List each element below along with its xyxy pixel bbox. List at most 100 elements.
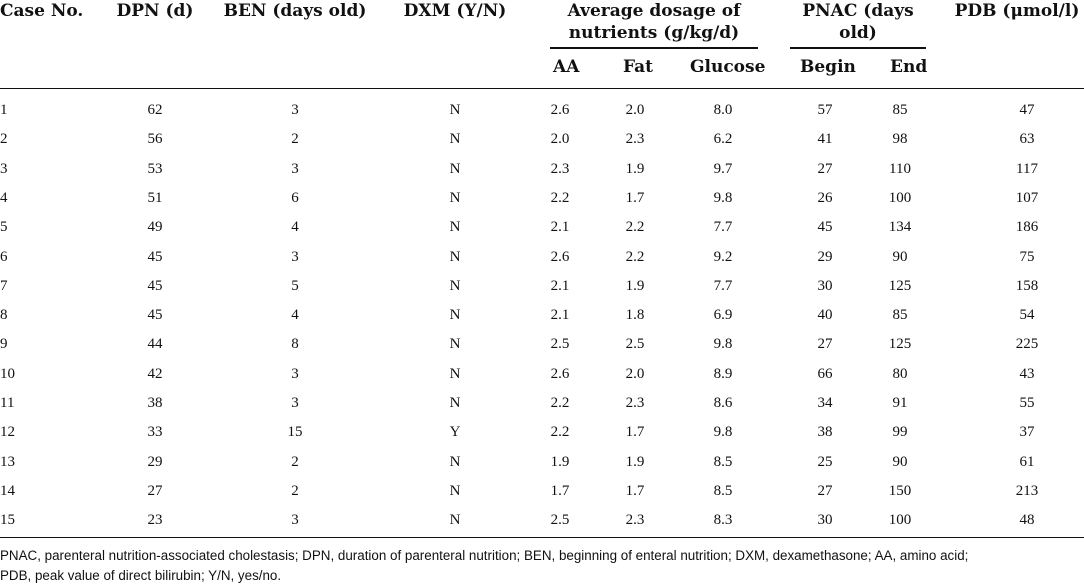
cell-fat: 2.0	[625, 102, 645, 118]
cell-dxm: N	[449, 131, 461, 148]
header-pnac-line1: PNAC (days	[802, 1, 914, 21]
table-bottom-rule	[0, 537, 1084, 538]
header-average-dosage-line2: nutrients (g/kg/d)	[568, 23, 740, 43]
cell-dpn: 44	[147, 336, 163, 353]
cell-pnac-end: 125	[888, 336, 912, 353]
cell-case-no: 6	[0, 248, 8, 265]
cell-case-no: 14	[0, 482, 15, 499]
cell-case-no: 9	[0, 336, 8, 353]
footnote-line-2: PDB, peak value of direct bilirubin; Y/N…	[0, 568, 282, 583]
cell-dpn: 49	[147, 219, 163, 236]
cell-fat: 2.3	[625, 131, 645, 148]
header-aa: AA	[553, 57, 580, 77]
cell-pdb: 48	[1019, 512, 1035, 529]
cell-ben: 5	[291, 277, 299, 294]
cell-pdb: 43	[1019, 365, 1035, 382]
cell-dxm: N	[449, 482, 461, 499]
cell-pnac-end: 100	[888, 189, 912, 206]
cell-case-no: 8	[0, 307, 8, 324]
cell-fat: 2.2	[625, 219, 645, 236]
cell-pdb: 117	[1016, 160, 1038, 177]
cell-dpn: 23	[147, 512, 163, 529]
cell-ben: 2	[291, 453, 299, 470]
header-ben: BEN (days old)	[223, 1, 367, 21]
cell-dpn: 53	[147, 160, 163, 177]
cell-fat: 1.9	[625, 160, 645, 177]
cell-dpn: 62	[147, 102, 163, 118]
cell-aa: 2.2	[550, 189, 570, 206]
cell-ben: 3	[291, 365, 299, 382]
cell-aa: 2.5	[550, 336, 570, 353]
cell-glucose: 8.9	[713, 365, 733, 382]
cell-ben: 15	[287, 424, 303, 441]
cell-pdb: 37	[1019, 424, 1035, 441]
cell-fat: 2.0	[625, 365, 645, 382]
cell-case-no: 1	[0, 102, 8, 118]
cell-ben: 4	[291, 307, 299, 324]
cell-pnac-end: 80	[892, 365, 908, 382]
cell-pnac-begin: 30	[817, 512, 833, 529]
header-pnac-rule	[790, 47, 926, 49]
cell-dpn: 51	[147, 189, 163, 206]
cell-pnac-end: 110	[889, 160, 911, 177]
cell-pnac-begin: 27	[817, 160, 833, 177]
cell-dxm: N	[449, 336, 461, 353]
cell-dpn: 56	[147, 131, 163, 148]
cell-aa: 2.5	[550, 512, 570, 529]
header-average-dosage-line1: Average dosage of	[567, 1, 741, 21]
cell-fat: 2.5	[625, 336, 645, 353]
cell-fat: 2.2	[625, 248, 645, 265]
cell-aa: 2.2	[550, 395, 570, 411]
cell-pnac-end: 85	[892, 307, 908, 324]
cell-pnac-begin: 40	[817, 307, 833, 324]
cell-case-no: 12	[0, 424, 15, 441]
cell-ben: 3	[291, 512, 299, 529]
cell-fat: 1.7	[625, 189, 645, 206]
cell-dpn: 27	[147, 482, 163, 499]
cell-pnac-begin: 45	[817, 219, 833, 236]
cell-case-no: 7	[0, 277, 8, 294]
cell-aa: 2.2	[550, 424, 570, 441]
cell-dxm: N	[449, 307, 461, 324]
cell-dpn: 45	[147, 277, 163, 294]
header-dpn: DPN (d)	[116, 1, 194, 21]
cell-pdb: 47	[1019, 102, 1035, 118]
cell-glucose: 7.7	[713, 219, 733, 236]
cell-glucose: 8.3	[713, 512, 733, 529]
cell-pnac-begin: 30	[817, 277, 833, 294]
cell-pnac-begin: 25	[817, 453, 833, 470]
cell-glucose: 6.9	[713, 307, 733, 324]
cell-pnac-begin: 29	[817, 248, 833, 265]
cell-ben: 3	[291, 160, 299, 177]
cell-pnac-begin: 34	[817, 395, 833, 411]
cell-pdb: 61	[1019, 453, 1035, 470]
header-glucose: Glucose	[690, 57, 766, 77]
cell-dpn: 45	[147, 307, 163, 324]
cell-glucose: 8.0	[713, 102, 733, 118]
cell-dxm: Y	[449, 424, 461, 441]
cell-dxm: N	[449, 512, 461, 529]
cell-pnac-end: 90	[892, 453, 908, 470]
footnote-line-1: PNAC, parenteral nutrition-associated ch…	[0, 548, 969, 563]
cell-pnac-end: 91	[892, 395, 908, 411]
cell-dxm: N	[449, 395, 461, 411]
cell-dxm: N	[449, 248, 461, 265]
cell-pnac-begin: 26	[817, 189, 833, 206]
cell-ben: 4	[291, 219, 299, 236]
header-dxm: DXM (Y/N)	[403, 1, 507, 21]
header-fat: Fat	[623, 57, 654, 77]
cell-aa: 2.0	[550, 131, 570, 148]
cell-pnac-begin: 38	[817, 424, 833, 441]
cell-fat: 1.8	[625, 307, 645, 324]
cell-pdb: 54	[1019, 307, 1035, 324]
header-begin: Begin	[800, 57, 856, 77]
cell-dxm: N	[449, 160, 461, 177]
cell-glucose: 8.6	[713, 395, 733, 411]
cell-glucose: 9.8	[713, 336, 733, 353]
cell-pnac-end: 100	[888, 512, 912, 529]
header-case-no: Case No.	[0, 1, 84, 21]
cell-fat: 2.3	[625, 395, 645, 411]
cell-fat: 1.9	[625, 277, 645, 294]
cell-dxm: N	[449, 219, 461, 236]
cell-dxm: N	[449, 277, 461, 294]
